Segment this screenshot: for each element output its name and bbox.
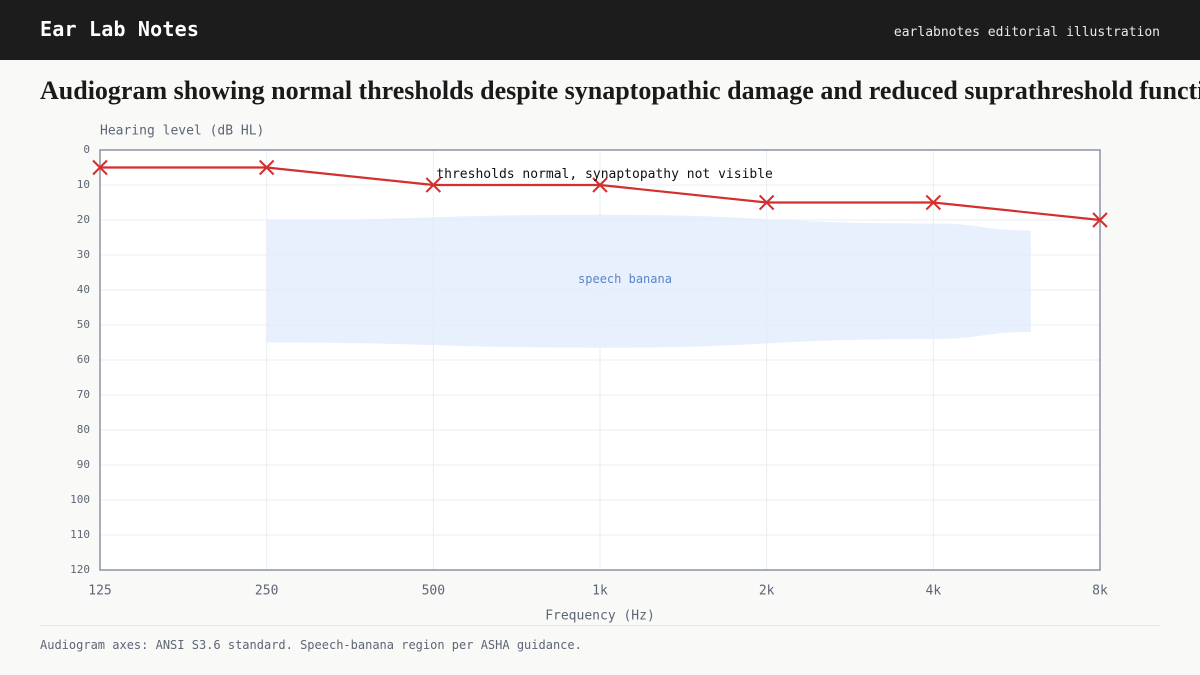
marker-stroke — [592, 177, 608, 193]
footer-divider — [40, 625, 1160, 626]
y-tick-label: 110 — [70, 528, 90, 541]
x-tick-label: 2k — [759, 584, 775, 599]
footnote: Audiogram axes: ANSI S3.6 standard. Spee… — [40, 638, 582, 652]
threshold-annotation: thresholds normal, synaptopathy not visi… — [436, 167, 773, 182]
x-axis-label: Frequency (Hz) — [545, 609, 655, 624]
y-tick-label: 100 — [70, 493, 90, 506]
site-brand[interactable]: Ear Lab Notes — [40, 17, 200, 41]
data-point-marker — [425, 177, 442, 193]
x-tick-label: 500 — [422, 584, 445, 599]
y-tick-label: 20 — [77, 213, 90, 226]
x-tick-label: 1k — [592, 584, 608, 599]
marker-stroke — [425, 177, 442, 193]
data-point-marker — [258, 159, 275, 176]
x-tick-label: 8k — [1092, 584, 1108, 599]
marker-stroke — [1092, 212, 1108, 228]
y-axis-label: Hearing level (dB HL) — [100, 124, 264, 139]
data-point-marker — [1092, 212, 1108, 228]
speech-banana-region — [266, 214, 1031, 348]
marker-stroke — [258, 159, 275, 176]
y-tick-label: 80 — [77, 423, 90, 436]
y-tick-label: 10 — [77, 178, 90, 191]
y-tick-label: 40 — [77, 283, 90, 296]
y-tick-label: 70 — [77, 388, 90, 401]
y-tick-label: 120 — [70, 563, 90, 576]
x-tick-label: 4k — [926, 584, 942, 599]
plot-frame — [99, 149, 1101, 571]
speech-banana-label: speech banana — [578, 272, 672, 286]
y-tick-label: 0 — [83, 143, 90, 156]
marker-stroke — [925, 194, 942, 211]
y-tick-label: 60 — [77, 353, 90, 366]
data-point-marker — [592, 177, 608, 193]
header-tagline: earlabnotes editorial illustration — [893, 25, 1160, 40]
header-bar: Ear Lab Notes earlabnotes editorial illu… — [0, 0, 1200, 60]
y-tick-label: 30 — [77, 248, 90, 261]
page-title: Audiogram showing normal thresholds desp… — [40, 76, 1200, 105]
data-point-marker — [92, 159, 108, 176]
x-tick-label: 125 — [88, 584, 111, 599]
x-tick-label: 250 — [255, 584, 278, 599]
marker-stroke — [92, 159, 108, 176]
marker-stroke — [758, 194, 775, 211]
y-tick-label: 90 — [77, 458, 90, 471]
data-point-marker — [925, 194, 942, 211]
y-tick-label: 50 — [77, 318, 90, 331]
data-point-marker — [758, 194, 775, 211]
